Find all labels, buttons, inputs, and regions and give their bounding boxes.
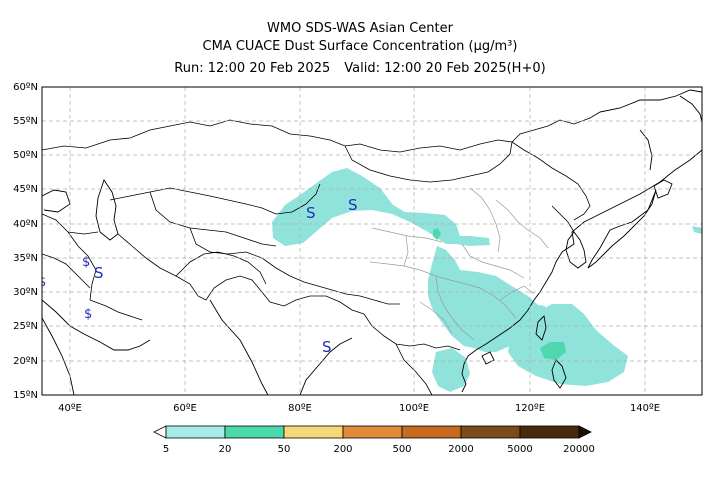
- coastline-taiwan: [535, 315, 547, 341]
- boundary-central-asia: [149, 191, 277, 259]
- coastline-sakhalin-kamchatka: [639, 95, 702, 171]
- dust-core-ocean: [540, 342, 566, 360]
- lon-label-140: 140ºE: [630, 403, 660, 414]
- lat-axis-labels: 60ºN 55ºN 50ºN 45ºN 40ºN 35ºN 30ºN 25ºN …: [13, 82, 38, 401]
- colorbar-label-200: 200: [333, 444, 352, 455]
- title-unit: (μg/m³): [468, 39, 518, 54]
- title-product: CMA CUACE Dust Surface Concentration (μg…: [0, 39, 720, 54]
- colorbar-label-5000: 5000: [507, 444, 532, 455]
- lon-label-100: 100ºE: [399, 403, 429, 414]
- colorbar-label-5: 5: [163, 444, 169, 455]
- run-time: Run: 12:00 20 Feb 2025: [174, 61, 331, 76]
- title-center: WMO SDS-WAS Asian Center: [267, 21, 453, 36]
- station-symbol-s-2: S: [348, 196, 358, 214]
- colorbar-label-50: 50: [278, 444, 291, 455]
- province-line-7: [495, 199, 549, 249]
- dust-area-indochina: [432, 348, 470, 392]
- coastline-korea: [565, 231, 587, 269]
- boundary-middle-east: [42, 213, 99, 301]
- boundary-layer: [42, 111, 601, 395]
- colorbar-over-triangle: [578, 425, 592, 439]
- boundary-pakistan-india: [205, 275, 365, 315]
- lat-label-50: 50ºN: [13, 150, 38, 161]
- province-line-1: [371, 227, 443, 243]
- colorbar-seg-5-20: [165, 425, 226, 439]
- colorbar-label-2000: 2000: [448, 444, 473, 455]
- boundary-mongolia: [344, 141, 513, 183]
- coastline-east-asia: [461, 149, 702, 393]
- lon-label-40: 40ºE: [58, 403, 82, 414]
- graticule: [42, 87, 702, 395]
- colorbar-seg-500-2000: [401, 425, 462, 439]
- coastline-india: [209, 299, 353, 395]
- colorbar-seg-50-200: [283, 425, 344, 439]
- province-line-10: [499, 285, 535, 301]
- boundary-iran-afghan: [117, 233, 267, 301]
- station-symbol-s-1: S: [306, 204, 316, 222]
- boundary-china-korea: [551, 205, 575, 233]
- boundary-russia-south: [42, 111, 601, 153]
- dust-area-central-china: [428, 246, 545, 352]
- lon-label-60: 60ºE: [173, 403, 197, 414]
- lon-label-120: 120ºE: [515, 403, 545, 414]
- station-symbols: S S S S $ $ $: [38, 196, 358, 356]
- coastline-russia-far-east: [599, 89, 702, 113]
- lat-label-40: 40ºN: [13, 219, 38, 230]
- coastline-black-sea: [42, 189, 71, 213]
- colorbar-seg-20-50: [224, 425, 285, 439]
- coastline-red-sea: [42, 317, 75, 395]
- boundary-russia-china-east: [511, 141, 591, 221]
- lat-label-25: 25ºN: [13, 321, 38, 332]
- province-line-6: [461, 243, 525, 279]
- colorbar-label-20000: 20000: [563, 444, 595, 455]
- valid-time: Valid: 12:00 20 Feb 2025(H+0): [344, 61, 546, 76]
- coastline-arabia: [42, 299, 151, 351]
- station-symbol-s-4: S: [322, 338, 332, 356]
- province-line-8: [469, 187, 501, 253]
- boundary-kazakhstan-south: [109, 183, 321, 215]
- lat-label-15: 15ºN: [13, 390, 38, 401]
- dust-area-taklimakan: [272, 168, 490, 246]
- colorbar-under-triangle: [153, 425, 167, 439]
- station-symbol-dollar-2: $: [84, 307, 92, 322]
- dust-field-layer: [272, 168, 702, 392]
- boundary-southeast-asia: [363, 313, 461, 395]
- lat-label-45: 45ºN: [13, 184, 38, 195]
- province-line-5: [465, 283, 517, 319]
- lat-label-20: 20ºN: [13, 356, 38, 367]
- coastline-japan: [587, 189, 657, 269]
- colorbar-label-500: 500: [392, 444, 411, 455]
- province-line-9: [419, 301, 453, 335]
- lat-label-55: 55ºN: [13, 116, 38, 127]
- lat-label-35: 35ºN: [13, 253, 38, 264]
- lon-label-80: 80ºE: [288, 403, 312, 414]
- boundary-himalaya: [261, 257, 400, 305]
- colorbar-label-20: 20: [219, 444, 232, 455]
- province-line-2: [369, 261, 467, 285]
- dust-core-inland: [433, 228, 441, 240]
- province-layer: [369, 187, 549, 341]
- province-line-4: [435, 275, 475, 341]
- lon-axis-labels: 40ºE 60ºE 80ºE 100ºE 120ºE 140ºE: [58, 403, 660, 414]
- coastline-philippines: [551, 359, 567, 389]
- station-symbol-dollar-1: $: [82, 255, 90, 270]
- colorbar-seg-5000-20000: [519, 425, 580, 439]
- lat-label-60: 60ºN: [13, 82, 38, 93]
- station-symbol-dollar-3: $: [38, 275, 46, 290]
- station-symbol-s-3: S: [94, 264, 104, 282]
- dust-area-japan-east: [692, 226, 702, 234]
- province-line-3: [403, 235, 409, 267]
- map-plot-area: S S S S $ $ $: [38, 86, 703, 396]
- map-frame: [41, 86, 703, 396]
- colorbar-labels: 5 20 50 200 500 2000 5000 20000: [163, 444, 595, 455]
- title-times: Run: 12:00 20 Feb 2025 Valid: 12:00 20 Fe…: [0, 61, 720, 76]
- lat-label-30: 30ºN: [13, 287, 38, 298]
- colorbar: [153, 425, 592, 439]
- coastline-hokkaido: [653, 179, 673, 199]
- colorbar-seg-200-500: [342, 425, 403, 439]
- title-product-text: CMA CUACE Dust Surface Concentration: [202, 39, 469, 54]
- colorbar-seg-2000-5000: [460, 425, 521, 439]
